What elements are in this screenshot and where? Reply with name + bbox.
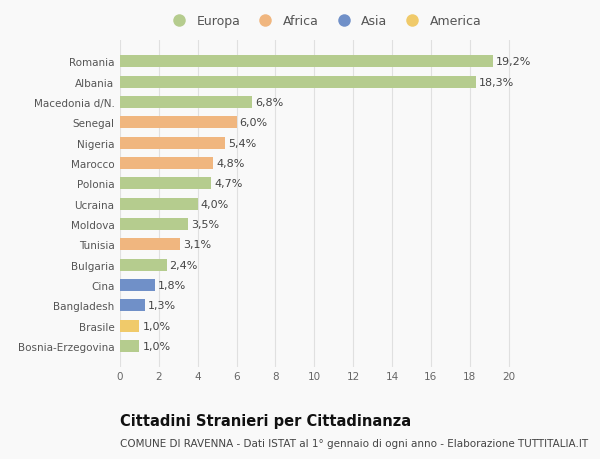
Bar xyxy=(120,340,139,353)
Bar xyxy=(120,198,198,210)
Bar xyxy=(120,97,252,109)
Text: 1,8%: 1,8% xyxy=(158,280,186,291)
Text: 4,0%: 4,0% xyxy=(200,199,229,209)
Text: 1,0%: 1,0% xyxy=(142,321,170,331)
Text: 18,3%: 18,3% xyxy=(478,78,514,88)
Bar xyxy=(120,137,225,150)
Bar xyxy=(120,178,211,190)
Bar xyxy=(120,300,145,312)
Bar xyxy=(120,320,139,332)
Text: 4,8%: 4,8% xyxy=(216,159,245,168)
Text: 3,1%: 3,1% xyxy=(183,240,211,250)
Bar xyxy=(120,56,493,68)
Text: Cittadini Stranieri per Cittadinanza: Cittadini Stranieri per Cittadinanza xyxy=(120,413,411,428)
Text: 3,5%: 3,5% xyxy=(191,219,219,230)
Text: 1,0%: 1,0% xyxy=(142,341,170,351)
Bar xyxy=(120,280,155,291)
Text: 4,7%: 4,7% xyxy=(214,179,242,189)
Legend: Europa, Africa, Asia, America: Europa, Africa, Asia, America xyxy=(166,15,482,28)
Bar xyxy=(120,239,180,251)
Bar xyxy=(120,259,167,271)
Bar xyxy=(120,157,213,170)
Text: 2,4%: 2,4% xyxy=(170,260,198,270)
Text: 6,8%: 6,8% xyxy=(255,98,283,108)
Bar xyxy=(120,218,188,230)
Text: 1,3%: 1,3% xyxy=(148,301,176,311)
Text: COMUNE DI RAVENNA - Dati ISTAT al 1° gennaio di ogni anno - Elaborazione TUTTITA: COMUNE DI RAVENNA - Dati ISTAT al 1° gen… xyxy=(120,438,588,448)
Text: 19,2%: 19,2% xyxy=(496,57,532,67)
Bar xyxy=(120,117,236,129)
Text: 5,4%: 5,4% xyxy=(228,139,256,148)
Bar xyxy=(120,76,476,89)
Text: 6,0%: 6,0% xyxy=(239,118,268,128)
